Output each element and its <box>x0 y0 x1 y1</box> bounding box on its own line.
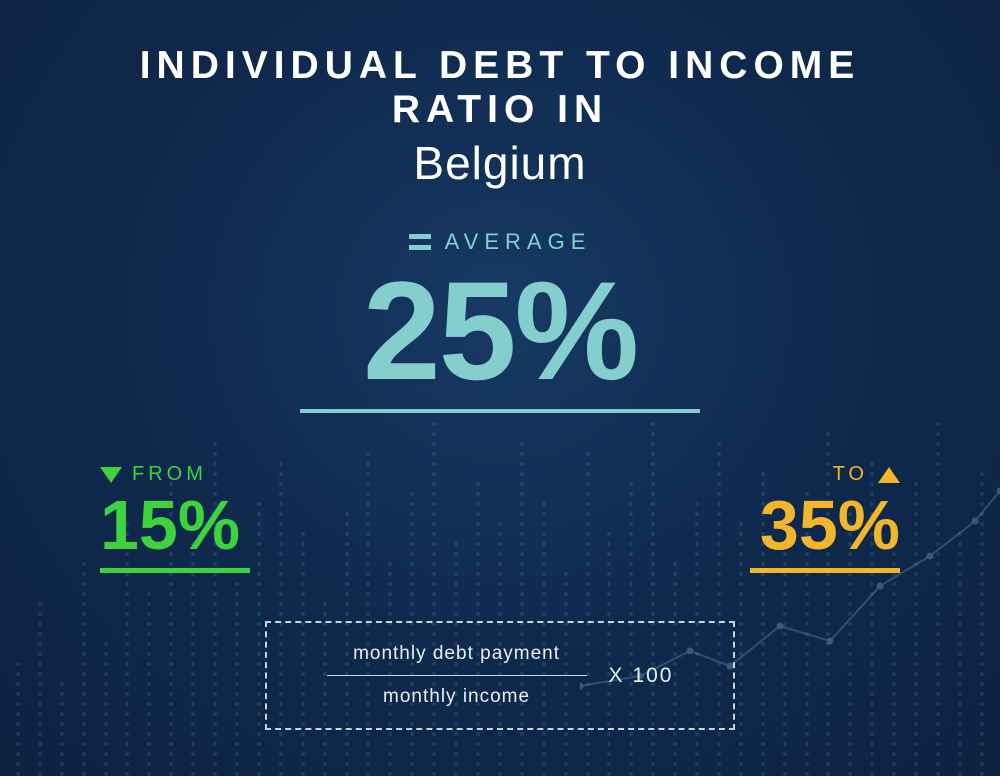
range-to-label-row: TO <box>750 463 900 486</box>
range-from-underline <box>100 568 250 573</box>
formula-numerator: monthly debt payment <box>353 643 560 665</box>
range-from-label-row: FROM <box>100 463 250 486</box>
range-from-value: 15% <box>100 490 250 560</box>
content: INDIVIDUAL DEBT TO INCOME RATIO IN Belgi… <box>0 0 1000 776</box>
triangle-down-icon <box>100 467 122 483</box>
title-line-2: Belgium <box>60 136 940 190</box>
equals-icon <box>409 234 431 250</box>
average-underline <box>300 409 700 413</box>
range-row: FROM 15% TO 35% <box>60 463 940 573</box>
formula-denominator: monthly income <box>383 686 530 708</box>
range-to-block: TO 35% <box>750 463 900 573</box>
formula-fraction-line <box>327 675 587 676</box>
average-block: AVERAGE 25% <box>60 226 940 413</box>
range-from-block: FROM 15% <box>100 463 250 573</box>
formula-multiplier: X 100 <box>609 664 674 688</box>
range-to-underline <box>750 568 900 573</box>
range-to-value: 35% <box>750 490 900 560</box>
range-from-label: FROM <box>132 463 207 486</box>
title-line-1: INDIVIDUAL DEBT TO INCOME RATIO IN <box>60 44 940 132</box>
range-to-label: TO <box>833 463 868 486</box>
average-value: 25% <box>60 261 940 401</box>
formula-box: monthly debt payment monthly income X 10… <box>265 621 735 730</box>
triangle-up-icon <box>878 467 900 483</box>
formula-fraction: monthly debt payment monthly income <box>327 643 587 708</box>
